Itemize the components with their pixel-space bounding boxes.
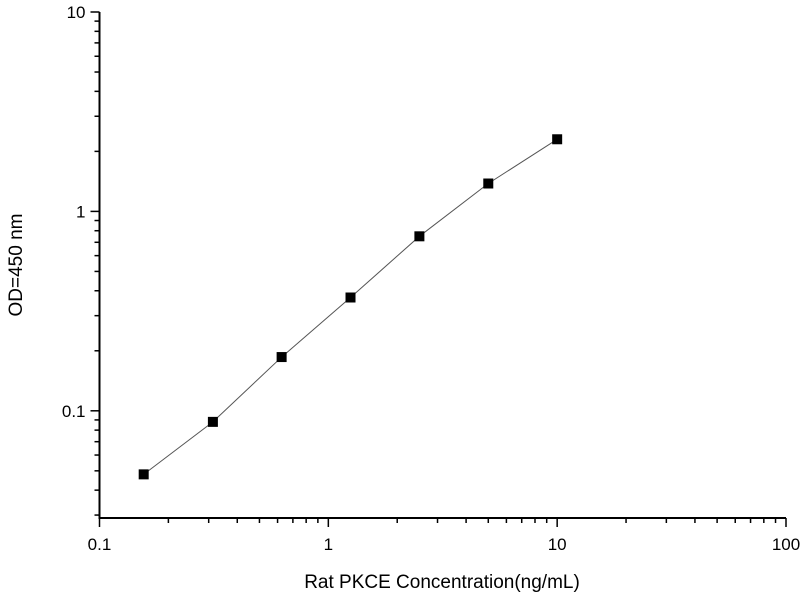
y-axis-title: OD=450 nm [6,214,27,317]
x-axis-title: Rat PKCE Concentration(ng/mL) [304,572,580,593]
data-point [552,134,563,145]
series-line [143,138,558,475]
data-point [414,231,425,242]
tick-labels: 0.1 1 10 100 0.1 1 10 [62,3,800,554]
data-point [483,178,494,189]
data-point [345,292,356,303]
data-point [276,352,287,363]
y-tick-label: 0.1 [62,402,86,421]
y-tick-label: 1 [76,202,85,221]
x-tick-label: 0.1 [88,535,112,554]
y-tick-label: 10 [67,3,86,22]
x-tick-label: 1 [324,535,333,554]
data-point [138,469,149,480]
data-point [207,416,218,427]
x-tick-label: 10 [548,535,567,554]
series [138,134,563,480]
x-tick-label: 100 [772,535,800,554]
axes [90,11,787,527]
